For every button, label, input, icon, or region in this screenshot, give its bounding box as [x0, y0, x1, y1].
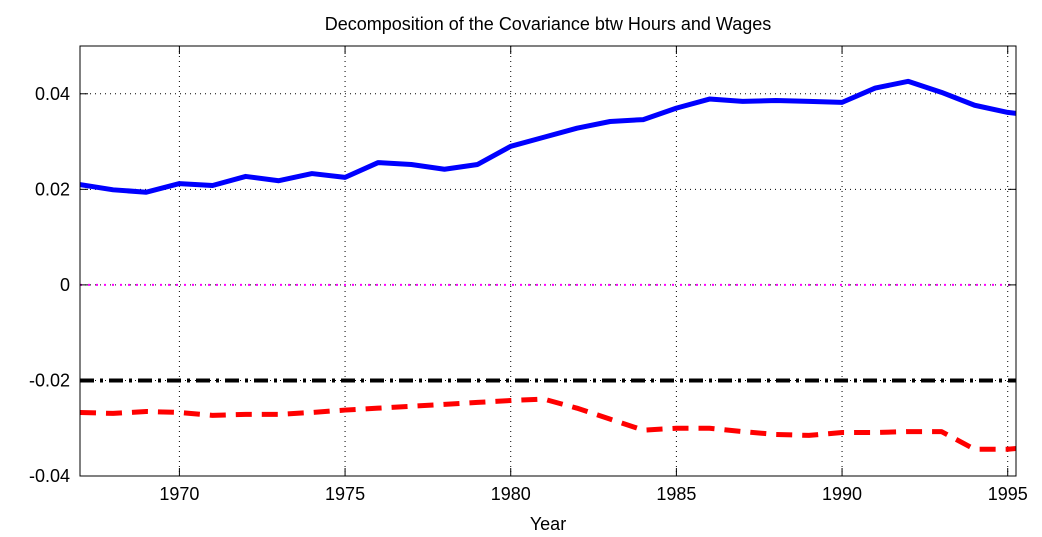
data-line: [80, 396, 1016, 452]
y-tick-label: 0.02: [35, 179, 70, 199]
x-tick-label: 1990: [822, 484, 862, 504]
x-tick-label: 1975: [325, 484, 365, 504]
x-tick-label: 1980: [491, 484, 531, 504]
y-tick-label: -0.02: [29, 370, 70, 390]
x-tick-label: 1970: [159, 484, 199, 504]
x-axis-label: Year: [530, 514, 566, 534]
chart-title: Decomposition of the Covariance btw Hour…: [325, 14, 772, 34]
plot-area: [80, 46, 1016, 476]
y-tick-label: 0.04: [35, 84, 70, 104]
axes-box: [79, 45, 1017, 477]
y-tick-label: -0.04: [29, 466, 70, 486]
x-tick-label: 1985: [656, 484, 696, 504]
x-tick-label: 1995: [988, 484, 1028, 504]
y-tick-label: 0: [60, 275, 70, 295]
lines: [80, 78, 1016, 452]
data-line: [80, 78, 1016, 195]
